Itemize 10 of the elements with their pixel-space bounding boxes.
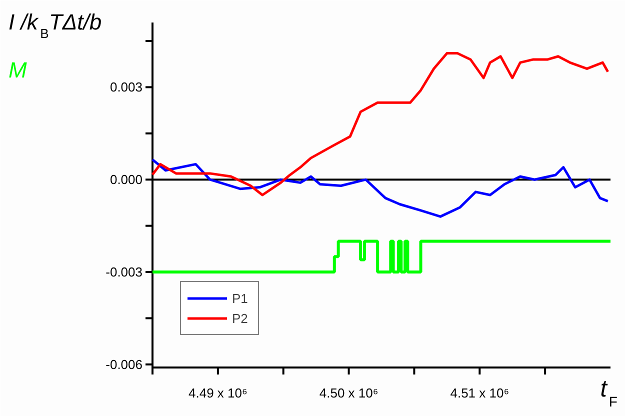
x-tick-label: 4.49 x 10⁶ (188, 386, 248, 400)
y-tick-label: 0.003 (110, 80, 143, 95)
y-tick-label: -0.003 (106, 264, 143, 280)
legend-label: P2 (232, 310, 249, 326)
y-tick-label: 0.000 (110, 172, 143, 188)
x-tick-label: 4.51 x 10⁶ (450, 386, 510, 400)
text: M (8, 58, 28, 82)
x-tick-label: 4.50 x 10⁶ (319, 386, 378, 400)
legend-label: P1 (232, 290, 249, 306)
y-tick-label: -0.006 (106, 356, 143, 372)
